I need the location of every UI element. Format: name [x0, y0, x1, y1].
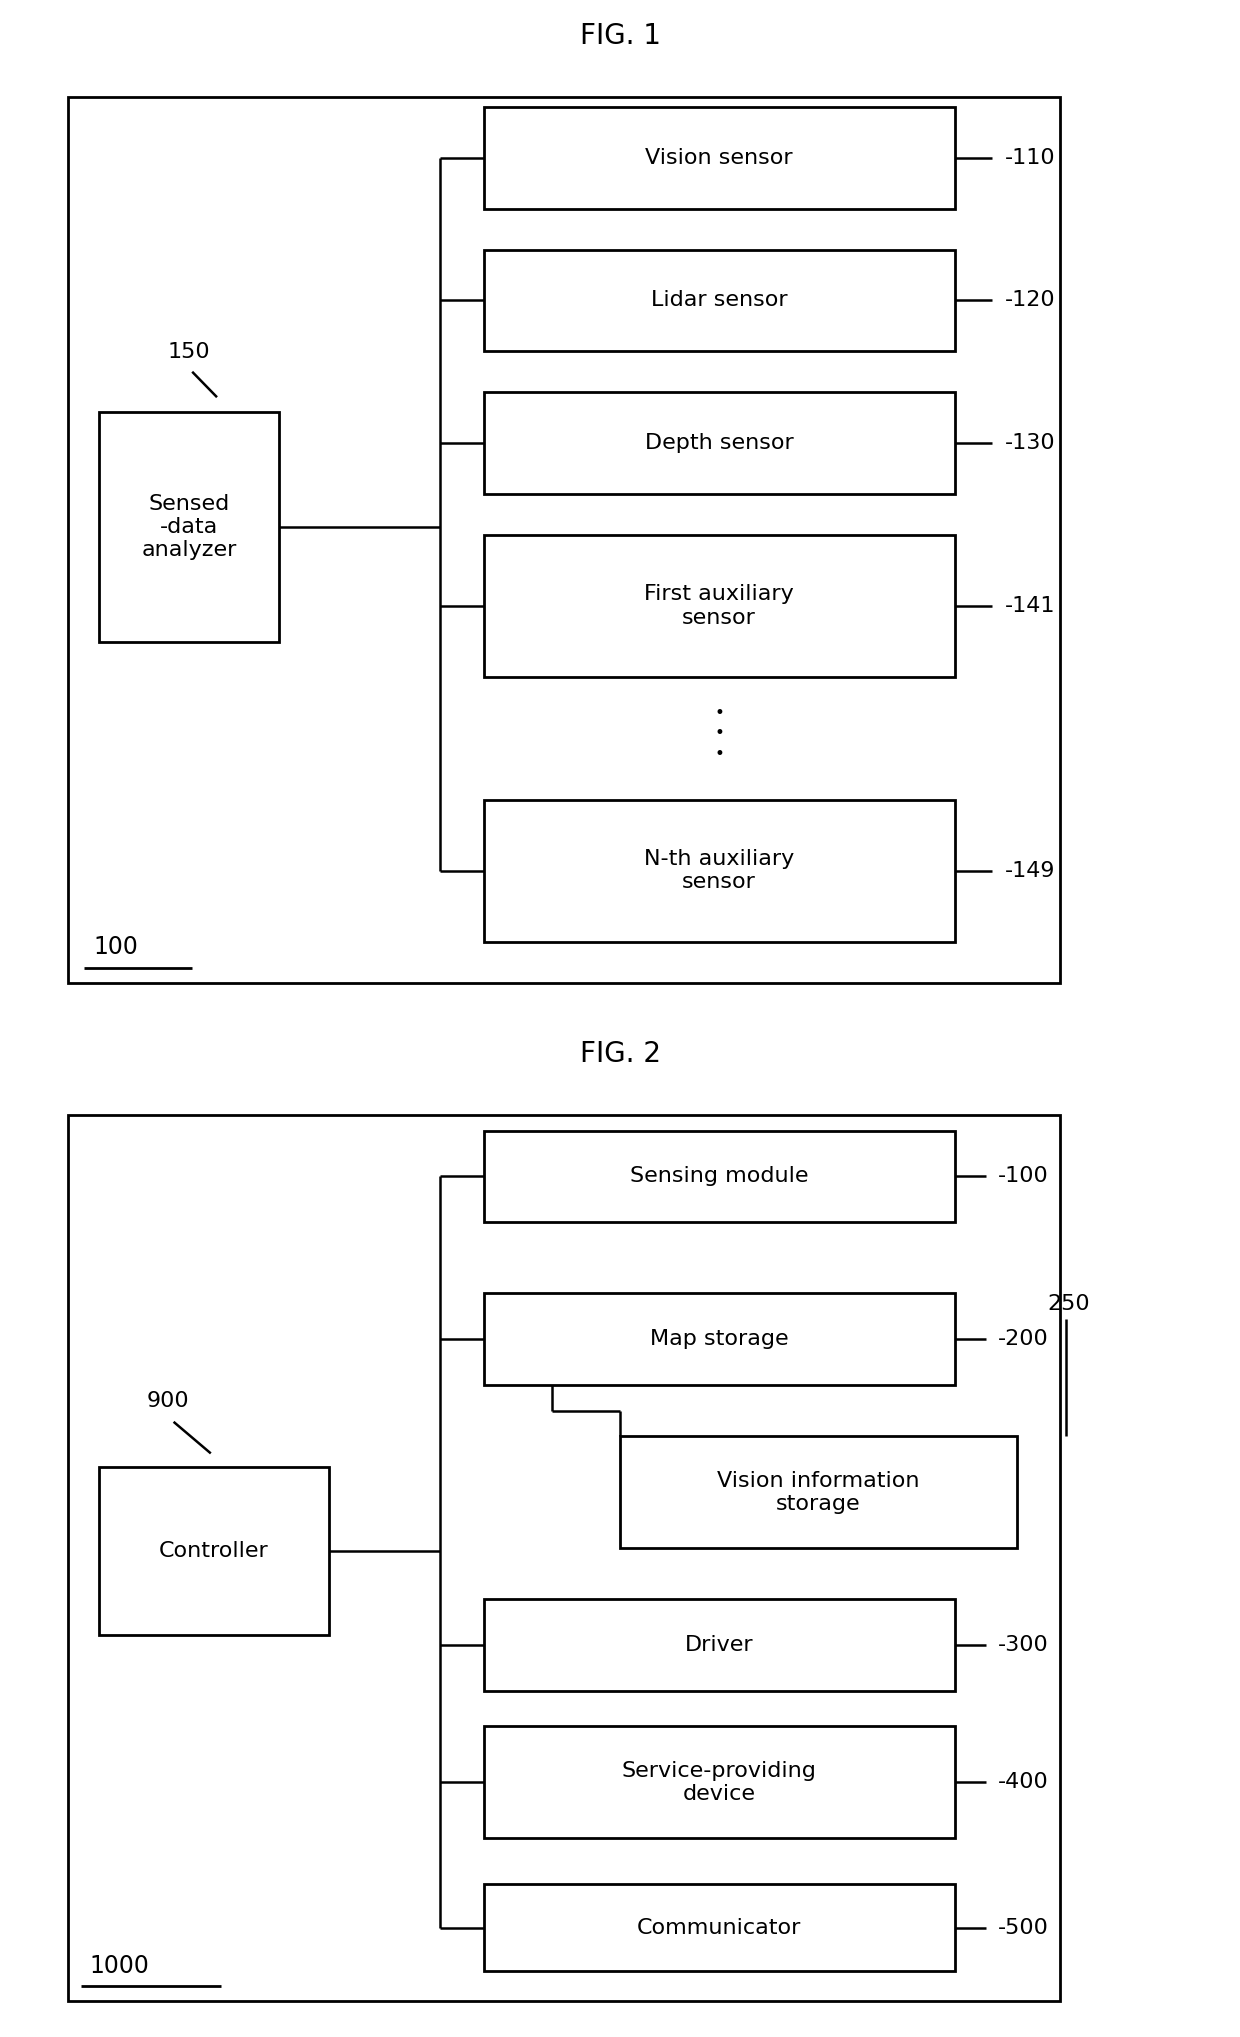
Text: -141: -141 [1004, 597, 1055, 615]
Text: Sensing module: Sensing module [630, 1167, 808, 1186]
Bar [484, 251, 955, 350]
Text: 100: 100 [93, 935, 138, 959]
Text: Controller: Controller [159, 1540, 269, 1560]
Text: Vision information
storage: Vision information storage [717, 1471, 920, 1513]
Bar [484, 536, 955, 676]
Bar [484, 1599, 955, 1691]
Bar [484, 801, 955, 941]
Text: 1000: 1000 [89, 1953, 149, 1978]
Bar [484, 1131, 955, 1222]
Bar [68, 1116, 1060, 2000]
Text: -200: -200 [998, 1330, 1049, 1348]
Text: FIG. 2: FIG. 2 [579, 1041, 661, 1067]
Text: 900: 900 [146, 1391, 188, 1412]
Text: Vision sensor: Vision sensor [645, 149, 794, 167]
Text: -100: -100 [998, 1167, 1049, 1186]
Bar [484, 1727, 955, 1837]
Text: Map storage: Map storage [650, 1330, 789, 1348]
Text: Sensed
-data
analyzer: Sensed -data analyzer [141, 493, 237, 560]
Text: •
•
•: • • • [714, 703, 724, 764]
Text: N-th auxiliary
sensor: N-th auxiliary sensor [644, 849, 795, 892]
Bar [99, 1467, 329, 1634]
Bar [484, 391, 955, 493]
Text: -300: -300 [998, 1636, 1049, 1654]
Text: FIG. 1: FIG. 1 [579, 22, 661, 49]
Text: 150: 150 [167, 342, 210, 363]
Text: -500: -500 [998, 1917, 1049, 1937]
Text: Depth sensor: Depth sensor [645, 434, 794, 452]
Text: -120: -120 [1004, 291, 1055, 310]
Text: Service-providing
device: Service-providing device [621, 1760, 817, 1805]
Text: -149: -149 [1004, 862, 1055, 880]
Bar [99, 411, 279, 642]
Text: Lidar sensor: Lidar sensor [651, 291, 787, 310]
Text: -130: -130 [1004, 434, 1055, 452]
Bar [484, 1293, 955, 1385]
Text: 250: 250 [1048, 1293, 1090, 1314]
Text: -110: -110 [1004, 149, 1055, 167]
Text: Communicator: Communicator [637, 1917, 801, 1937]
Text: First auxiliary
sensor: First auxiliary sensor [645, 585, 794, 627]
Text: Driver: Driver [684, 1636, 754, 1654]
Bar [620, 1436, 1017, 1548]
Bar [68, 96, 1060, 984]
Bar [484, 1884, 955, 1972]
Text: -400: -400 [998, 1772, 1049, 1793]
Bar [484, 108, 955, 210]
